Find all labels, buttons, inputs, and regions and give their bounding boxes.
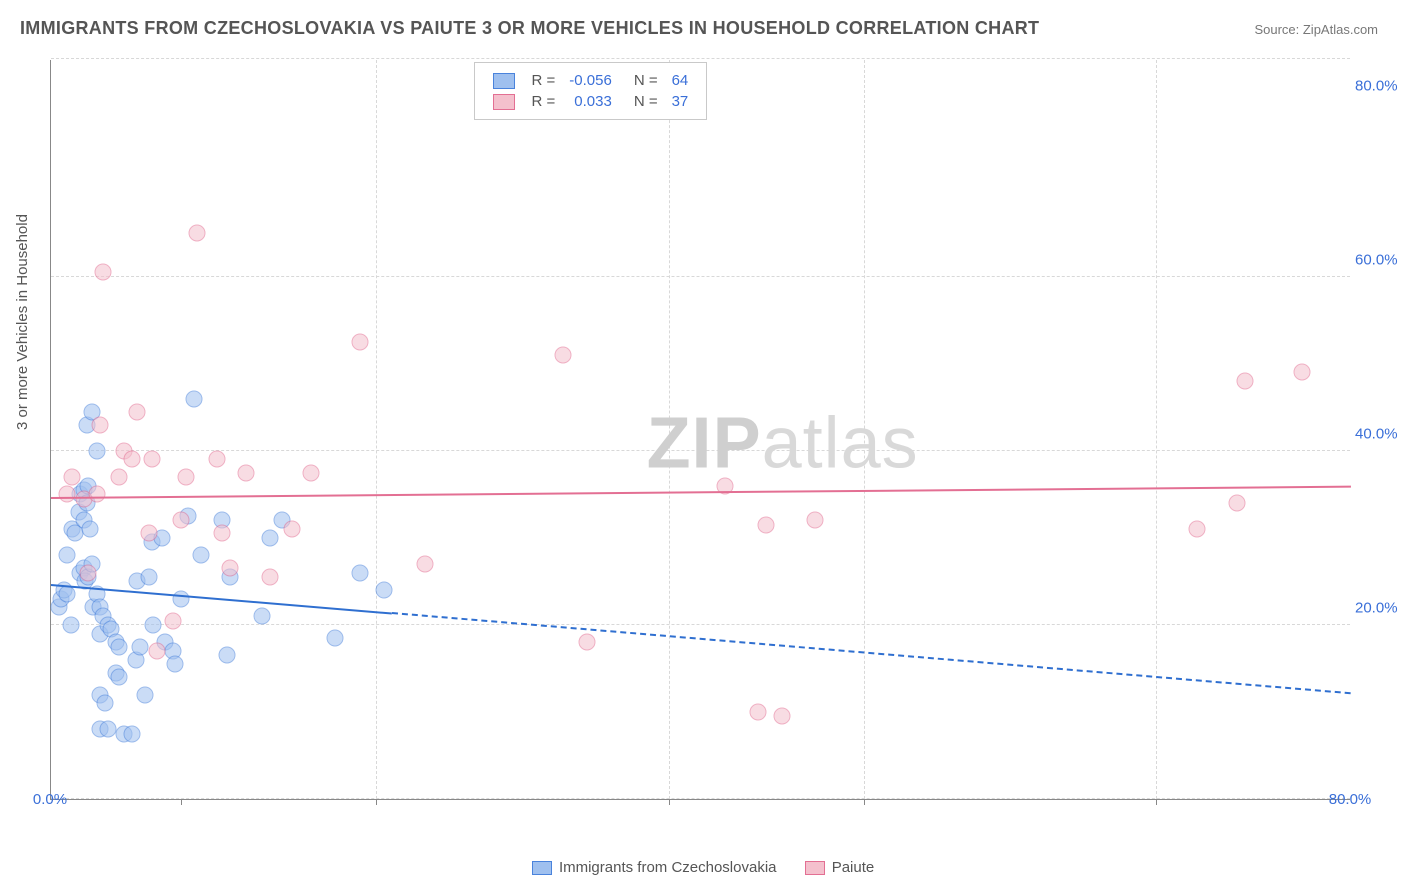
- x-minor-tick: [669, 799, 670, 805]
- data-point-pink: [124, 451, 141, 468]
- x-tick-min: 0.0%: [33, 791, 67, 808]
- y-tick-label: 60.0%: [1355, 251, 1406, 268]
- watermark: ZIPatlas: [647, 403, 919, 485]
- source-label: Source: ZipAtlas.com: [1254, 22, 1378, 37]
- data-point-blue: [145, 616, 162, 633]
- data-point-blue: [173, 590, 190, 607]
- data-point-pink: [208, 451, 225, 468]
- data-point-pink: [303, 464, 320, 481]
- data-point-pink: [111, 468, 128, 485]
- y-tick-label: 80.0%: [1355, 77, 1406, 94]
- data-point-blue: [82, 521, 99, 538]
- data-point-blue: [186, 390, 203, 407]
- x-minor-tick: [376, 799, 377, 805]
- gridline-v: [1156, 60, 1157, 799]
- legend-swatch-blue: [532, 861, 552, 875]
- data-point-pink: [91, 416, 108, 433]
- data-point-pink: [1188, 521, 1205, 538]
- data-point-pink: [95, 264, 112, 281]
- data-point-blue: [96, 695, 113, 712]
- data-point-blue: [99, 721, 116, 738]
- data-point-pink: [1294, 364, 1311, 381]
- data-point-pink: [129, 403, 146, 420]
- data-point-pink: [1237, 373, 1254, 390]
- chart-title: IMMIGRANTS FROM CZECHOSLOVAKIA VS PAIUTE…: [20, 18, 1039, 39]
- data-point-pink: [177, 468, 194, 485]
- data-point-blue: [140, 569, 157, 586]
- data-point-pink: [148, 643, 165, 660]
- data-point-pink: [749, 703, 766, 720]
- data-point-blue: [62, 616, 79, 633]
- data-point-blue: [59, 586, 76, 603]
- data-point-blue: [111, 638, 128, 655]
- legend-bottom: Immigrants from Czechoslovakia Paiute: [0, 859, 1406, 876]
- data-point-blue: [327, 629, 344, 646]
- y-tick-label: 40.0%: [1355, 425, 1406, 442]
- data-point-blue: [166, 656, 183, 673]
- gridline-v: [376, 60, 377, 799]
- data-point-pink: [238, 464, 255, 481]
- x-tick-max: 80.0%: [1329, 791, 1372, 808]
- data-point-pink: [189, 225, 206, 242]
- data-point-pink: [164, 612, 181, 629]
- gridline-v: [669, 60, 670, 799]
- data-point-pink: [59, 486, 76, 503]
- data-point-pink: [143, 451, 160, 468]
- x-minor-tick: [1156, 799, 1157, 805]
- data-point-pink: [80, 564, 97, 581]
- data-point-pink: [64, 468, 81, 485]
- data-point-blue: [218, 647, 235, 664]
- data-point-pink: [140, 525, 157, 542]
- data-point-pink: [262, 569, 279, 586]
- data-point-pink: [416, 555, 433, 572]
- data-point-blue: [124, 725, 141, 742]
- data-point-pink: [806, 512, 823, 529]
- data-point-pink: [283, 521, 300, 538]
- legend-swatch-pink: [493, 94, 515, 110]
- x-minor-tick: [864, 799, 865, 805]
- data-point-blue: [111, 669, 128, 686]
- data-point-blue: [254, 608, 271, 625]
- data-point-blue: [192, 547, 209, 564]
- data-point-blue: [376, 582, 393, 599]
- data-point-pink: [351, 333, 368, 350]
- data-point-pink: [774, 708, 791, 725]
- y-tick-label: 20.0%: [1355, 599, 1406, 616]
- data-point-pink: [554, 347, 571, 364]
- x-minor-tick: [181, 799, 182, 805]
- data-point-pink: [1229, 495, 1246, 512]
- data-point-blue: [262, 529, 279, 546]
- y-axis-label: 3 or more Vehicles in Household: [14, 214, 31, 430]
- data-point-blue: [137, 686, 154, 703]
- data-point-pink: [579, 634, 596, 651]
- data-point-blue: [351, 564, 368, 581]
- data-point-blue: [88, 442, 105, 459]
- plot-area: 20.0%40.0%60.0%80.0%ZIPatlasR =-0.056N =…: [50, 60, 1350, 800]
- legend-stats: R =-0.056N =64R =0.033N =37: [474, 62, 708, 120]
- data-point-blue: [132, 638, 149, 655]
- legend-label: Paiute: [832, 859, 875, 876]
- data-point-pink: [213, 525, 230, 542]
- legend-swatch-pink: [805, 861, 825, 875]
- data-point-pink: [221, 560, 238, 577]
- data-point-pink: [88, 486, 105, 503]
- legend-swatch-blue: [493, 73, 515, 89]
- data-point-blue: [59, 547, 76, 564]
- data-point-pink: [173, 512, 190, 529]
- gridline-h: [51, 58, 1350, 59]
- legend-label: Immigrants from Czechoslovakia: [559, 859, 777, 876]
- gridline-v: [864, 60, 865, 799]
- data-point-pink: [758, 516, 775, 533]
